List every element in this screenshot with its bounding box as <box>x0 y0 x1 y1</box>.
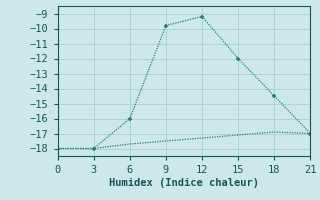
X-axis label: Humidex (Indice chaleur): Humidex (Indice chaleur) <box>109 178 259 188</box>
